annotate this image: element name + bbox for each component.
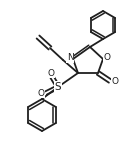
Text: O: O (112, 77, 119, 86)
Text: S: S (55, 82, 61, 92)
Text: O: O (37, 89, 44, 97)
Text: O: O (103, 53, 110, 62)
Text: O: O (47, 69, 54, 78)
Text: N: N (67, 53, 73, 62)
